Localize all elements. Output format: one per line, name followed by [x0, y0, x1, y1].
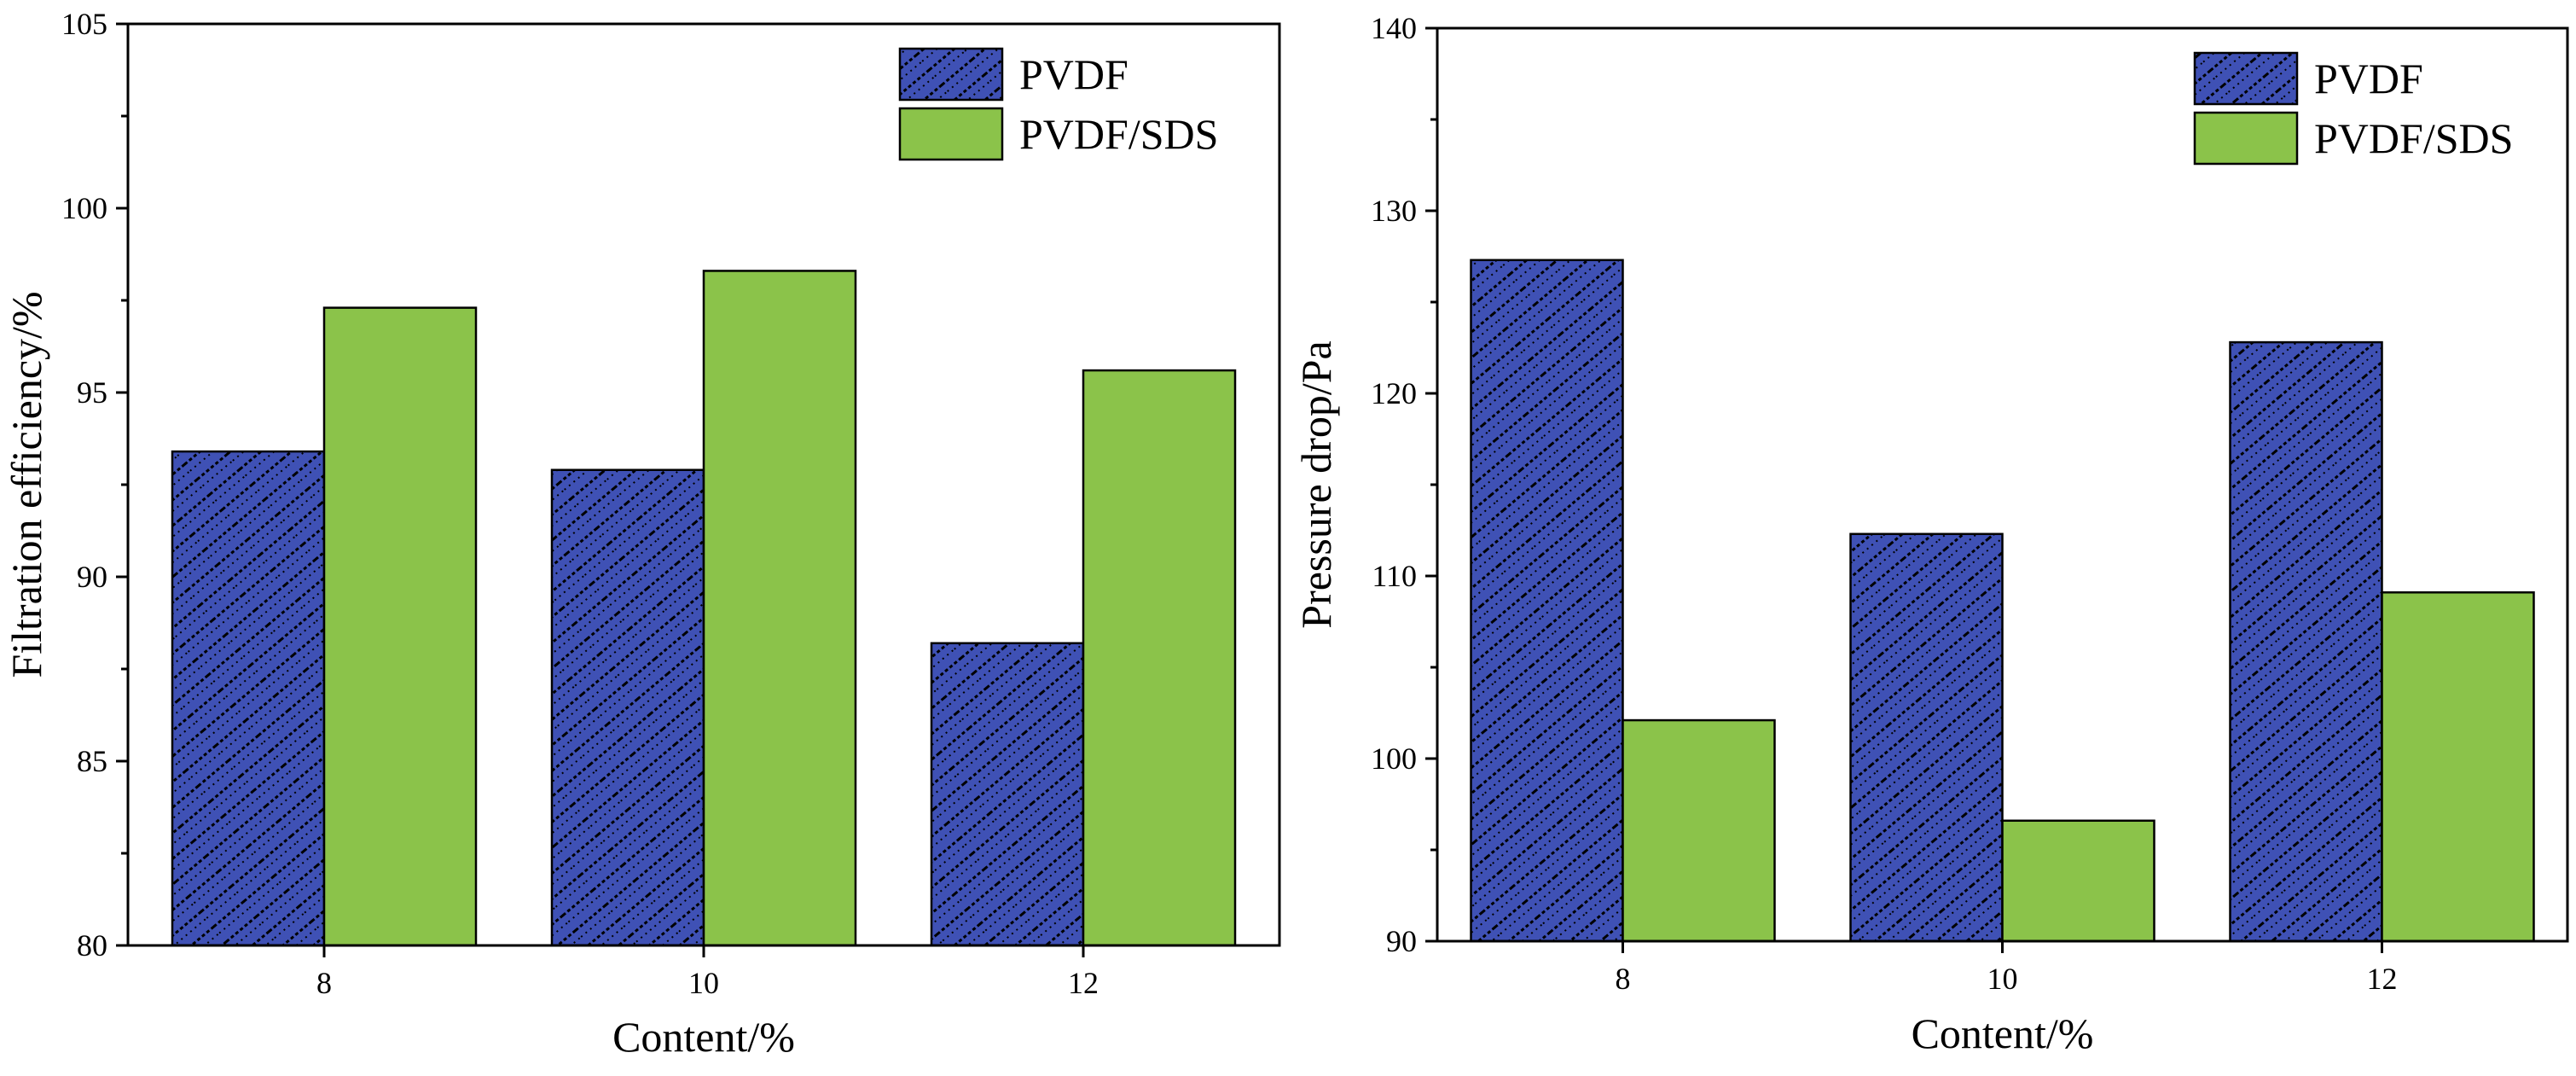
- x-axis-title: Content/%: [612, 1013, 795, 1061]
- legend-swatch-pvdf: [2193, 51, 2299, 106]
- y-tick-label: 90: [1386, 924, 1417, 958]
- bar-pvdf-12: [930, 642, 1085, 947]
- legend-swatch-pvdf-sds: [898, 107, 1004, 161]
- legend-swatch-pvdf: [898, 47, 1004, 102]
- x-tick-label: 8: [1616, 962, 1631, 996]
- y-tick-label: 140: [1371, 11, 1417, 45]
- legend-label: PVDF: [2314, 55, 2423, 102]
- bar-pvdf-10: [1849, 532, 2004, 943]
- bar-pvdf-8: [171, 450, 326, 947]
- y-tick-label: 95: [77, 375, 107, 410]
- bar-pvdf-10: [550, 468, 705, 947]
- bar-pvdf-sds-12: [2381, 591, 2535, 943]
- y-tick-label: 80: [77, 928, 107, 963]
- y-tick-label: 130: [1371, 194, 1417, 228]
- x-tick-label: 8: [316, 966, 332, 1000]
- x-axis-title: Content/%: [1912, 1009, 2094, 1057]
- x-tick-label: 10: [1987, 962, 2018, 996]
- y-tick-label: 120: [1371, 376, 1417, 410]
- pressure-drop-chart: 8 10 12 90 100 110 120 130 140 Content/% Pressure …: [1292, 11, 2569, 1057]
- y-tick-label: 100: [1371, 742, 1417, 776]
- y-tick-label: 110: [1372, 559, 1417, 593]
- bar-pvdf-sds-8: [322, 306, 478, 947]
- legend-label: PVDF/SDS: [1019, 110, 1218, 158]
- filtration-efficiency-chart: 8 10 12 80 85 90 95 100 105 Content/% Filtration e…: [3, 7, 1281, 1061]
- y-tick-label: 90: [77, 560, 107, 594]
- bar-pvdf-sds-8: [1622, 718, 1776, 943]
- bar-pvdf-sds-10: [702, 270, 857, 947]
- y-tick-label: 105: [61, 7, 107, 41]
- legend-swatch-pvdf-sds: [2193, 111, 2299, 166]
- y-axis-title: Filtration efficiency/%: [3, 291, 50, 678]
- x-tick-label: 10: [688, 966, 719, 1000]
- bar-pvdf-sds-12: [1082, 369, 1237, 947]
- y-tick-label: 100: [61, 191, 107, 225]
- y-tick-label: 85: [77, 744, 107, 778]
- legend-label: PVDF/SDS: [2314, 114, 2513, 162]
- bar-pvdf-12: [2229, 340, 2383, 943]
- y-axis-title: Pressure drop/Pa: [1292, 340, 1340, 628]
- bar-pvdf-sds-10: [2001, 819, 2155, 943]
- x-tick-label: 12: [2367, 962, 2398, 996]
- bar-pvdf-8: [1470, 259, 1624, 943]
- legend-label: PVDF: [1019, 50, 1128, 98]
- x-tick-label: 12: [1068, 966, 1099, 1000]
